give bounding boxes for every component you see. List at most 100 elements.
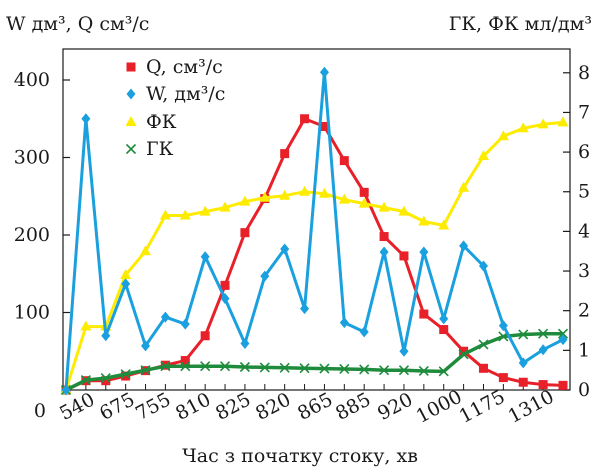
x-axis-title: Час з початку стоку, хв	[182, 445, 418, 467]
series-line	[64, 70, 564, 391]
data-point	[399, 251, 409, 261]
data-point	[478, 260, 488, 272]
data-point	[120, 369, 131, 380]
data-point	[518, 377, 528, 387]
data-point	[359, 326, 369, 338]
data-point	[80, 320, 92, 331]
data-point	[280, 243, 290, 255]
data-point	[458, 349, 469, 360]
data-point	[439, 313, 449, 325]
x-tick-label: 810	[172, 388, 214, 424]
left-axis-title: W дм³, Q см³/с	[6, 13, 149, 35]
data-point	[220, 280, 230, 290]
series-4	[60, 328, 569, 396]
x-tick-label: 1175	[456, 386, 509, 428]
x-tick-label: 920	[374, 388, 416, 424]
data-point	[537, 118, 549, 129]
data-point	[557, 328, 569, 339]
data-point	[101, 376, 111, 386]
left-tick-label: 100	[14, 302, 50, 324]
legend-entry: Q, см³/с	[146, 56, 223, 78]
data-point	[219, 361, 231, 372]
data-point	[517, 122, 529, 133]
right-tick-label: 1	[578, 339, 590, 361]
right-tick-label: 6	[578, 141, 590, 163]
x-tick-label: 1310	[505, 386, 558, 428]
x-tick-label: 865	[294, 388, 336, 424]
data-point	[498, 320, 508, 332]
right-axis-title: ГК, ФК мл/дм³	[449, 13, 592, 35]
x-tick-label: 820	[252, 388, 294, 424]
data-point	[339, 156, 349, 166]
data-point	[80, 375, 91, 386]
x-tick-label: 885	[332, 388, 374, 424]
data-point	[126, 62, 136, 72]
left-tick-label: 300	[14, 147, 50, 169]
legend-entry: ФК	[146, 111, 177, 133]
data-point	[378, 201, 390, 212]
left-axis: 0 100 200 300 400	[14, 69, 70, 422]
data-point	[259, 191, 271, 202]
right-tick-label: 3	[578, 260, 590, 282]
series-layer	[60, 66, 569, 396]
series-line	[64, 120, 564, 391]
right-tick-label: 4	[578, 220, 590, 242]
data-point	[81, 113, 91, 125]
right-tick-label: 5	[578, 181, 590, 203]
data-point	[418, 215, 430, 226]
data-point	[319, 122, 329, 131]
data-point	[418, 365, 429, 377]
data-point	[240, 338, 250, 349]
data-point	[180, 356, 190, 366]
data-point	[199, 205, 211, 216]
data-point	[419, 309, 429, 319]
left-tick-label: 200	[14, 224, 50, 246]
right-axis: 0 1 2 3 4 5 6 7 8	[563, 62, 590, 401]
data-point	[458, 181, 470, 192]
data-point	[200, 251, 210, 263]
data-point	[279, 189, 291, 200]
data-point	[339, 363, 350, 375]
data-point	[398, 205, 410, 216]
data-point	[299, 363, 310, 374]
data-point	[121, 371, 131, 381]
data-point	[318, 187, 330, 198]
legend-entry: W, дм³/с	[146, 83, 225, 105]
data-point	[538, 380, 548, 390]
series-3	[60, 116, 569, 394]
right-tick-label: 7	[578, 101, 590, 123]
data-point	[558, 334, 568, 346]
data-point	[300, 303, 310, 315]
data-point	[200, 361, 211, 372]
data-point	[160, 361, 171, 372]
data-point	[200, 331, 210, 341]
data-point	[319, 66, 329, 78]
data-point	[240, 228, 250, 238]
data-point	[518, 329, 529, 340]
data-point	[126, 88, 136, 100]
data-point	[498, 373, 508, 383]
data-point	[477, 150, 489, 161]
data-point	[399, 345, 409, 357]
data-point	[439, 325, 449, 335]
x-tick-label: 825	[212, 388, 254, 424]
data-point	[538, 328, 549, 339]
data-point	[358, 197, 370, 208]
data-point	[379, 246, 389, 258]
data-point	[180, 361, 191, 372]
data-point	[140, 365, 151, 376]
data-point	[459, 346, 469, 356]
data-point	[159, 209, 171, 220]
data-point	[478, 339, 489, 350]
data-point	[557, 116, 569, 127]
data-point	[398, 365, 410, 376]
data-point	[459, 240, 469, 252]
data-point	[558, 380, 568, 390]
data-point	[179, 209, 191, 220]
data-point	[419, 246, 429, 258]
data-point	[538, 344, 548, 356]
right-tick-label: 0	[578, 379, 590, 401]
data-point	[219, 201, 231, 212]
data-point	[121, 278, 131, 290]
data-point	[101, 330, 111, 342]
